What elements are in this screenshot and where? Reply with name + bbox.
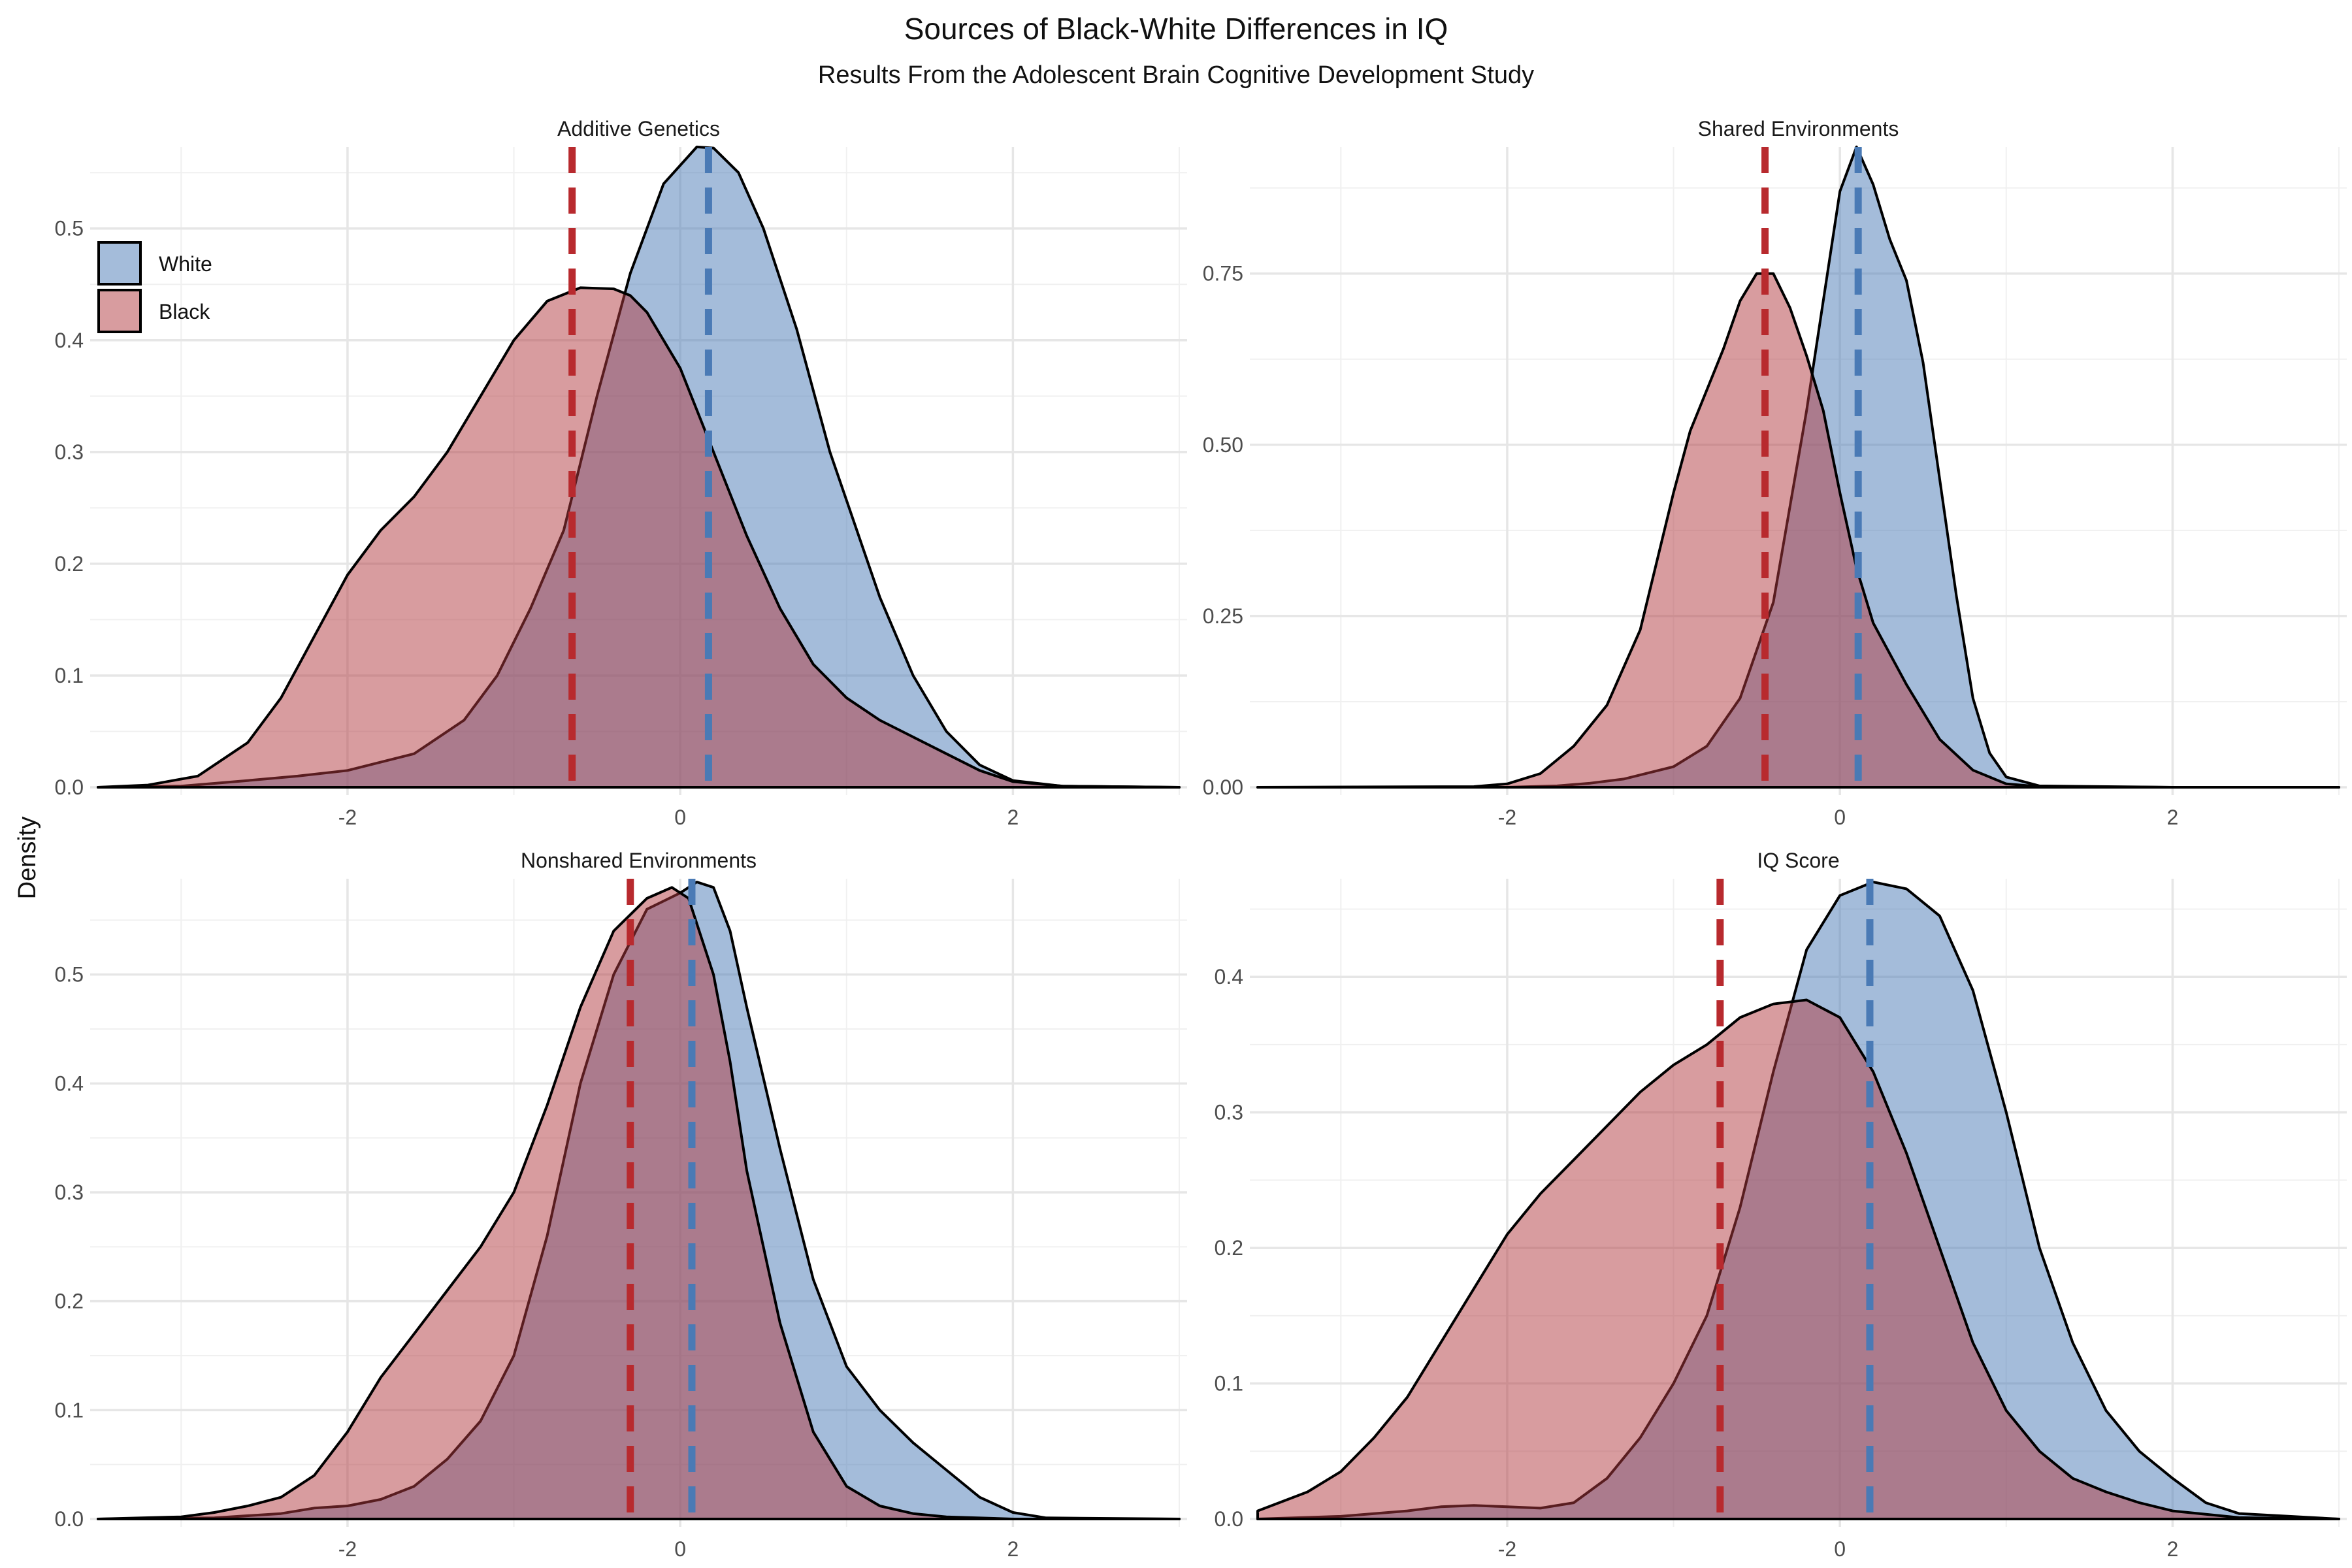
chart-subtitle: Results From the Adolescent Brain Cognit…	[818, 61, 1534, 89]
x-tick-label: 2	[2166, 806, 2178, 829]
density-area-black	[1256, 998, 2340, 1520]
x-tick-label: 0	[674, 806, 686, 829]
panel-iq-score: IQ Score 0.0 0.1 0.2 0.3 0.4 -2 0 2	[1215, 849, 2347, 1561]
x-tick-label: 2	[1007, 1537, 1019, 1561]
y-tick-label: 0.4	[55, 1071, 84, 1095]
facet-title: Additive Genetics	[557, 117, 720, 140]
means-iq-score	[1716, 879, 1874, 1519]
means-additive-genetics	[568, 147, 712, 787]
y-tick-label: 0.3	[1215, 1101, 1243, 1124]
y-tick-label: 0.1	[1215, 1372, 1243, 1396]
densities-nonshared-environments	[97, 881, 1181, 1520]
panel-shared-environments: Shared Environments 0.00 0.25 0.50 0.75 -2 0 2	[1203, 117, 2347, 829]
y-tick-label: 0.50	[1203, 433, 1243, 457]
densities-additive-genetics	[97, 145, 1181, 789]
legend-key-black	[97, 289, 142, 333]
y-tick-label: 0.5	[55, 217, 84, 240]
y-axis-label: Density	[14, 817, 41, 900]
x-tick-label: -2	[338, 1537, 357, 1561]
y-tick-label: 0.4	[1215, 965, 1243, 988]
y-tick-label: 0.2	[55, 1290, 84, 1313]
x-tick-label: 2	[2166, 1537, 2178, 1561]
y-tick-label: 0.25	[1203, 604, 1243, 628]
densities-iq-score	[1256, 881, 2340, 1520]
x-tick-label: 0	[1834, 806, 1846, 829]
x-tick-label: 0	[674, 1537, 686, 1561]
facet-title: Shared Environments	[1698, 117, 1899, 140]
chart-title: Sources of Black-White Differences in IQ	[904, 12, 1448, 46]
density-area-black	[1256, 272, 2340, 789]
panel-nonshared-environments: Nonshared Environments 0.0 0.1 0.2 0.3 0.4 0.5…	[55, 849, 1187, 1561]
y-tick-label: 0.3	[55, 1181, 84, 1204]
legend-key-white	[97, 241, 142, 286]
legend-label: Black	[159, 300, 210, 323]
x-tick-label: 0	[1834, 1537, 1846, 1561]
y-tick-label: 0.2	[55, 552, 84, 576]
y-tick-label: 0.1	[55, 664, 84, 687]
x-tick-label: -2	[338, 806, 357, 829]
density-area-black	[97, 286, 1181, 789]
y-tick-label: 0.00	[1203, 776, 1243, 799]
density-area-black	[97, 886, 1181, 1520]
y-tick-label: 0.4	[55, 329, 84, 352]
y-tick-label: 0.75	[1203, 262, 1243, 286]
facet-title: IQ Score	[1757, 849, 1839, 872]
x-tick-label: -2	[1498, 1537, 1516, 1561]
y-tick-label: 0.2	[1215, 1236, 1243, 1260]
y-tick-label: 0.3	[55, 440, 84, 464]
y-tick-label: 0.0	[55, 1507, 84, 1531]
means-shared-environments	[1761, 147, 1862, 787]
legend-label: White	[159, 252, 212, 276]
means-nonshared-environments	[627, 879, 696, 1519]
panel-additive-genetics: Additive Genetics 0.0 0.1 0.2 0.3 0.4 0.5 -2 0 2	[55, 117, 1187, 829]
x-tick-label: -2	[1498, 806, 1516, 829]
y-tick-label: 0.0	[55, 776, 84, 799]
legend: White Black	[97, 241, 212, 333]
x-tick-label: 2	[1007, 806, 1019, 829]
y-tick-label: 0.1	[55, 1398, 84, 1422]
y-tick-label: 0.0	[1215, 1507, 1243, 1531]
facet-title: Nonshared Environments	[521, 849, 757, 872]
y-tick-label: 0.5	[55, 963, 84, 987]
densities-shared-environments	[1256, 145, 2340, 789]
